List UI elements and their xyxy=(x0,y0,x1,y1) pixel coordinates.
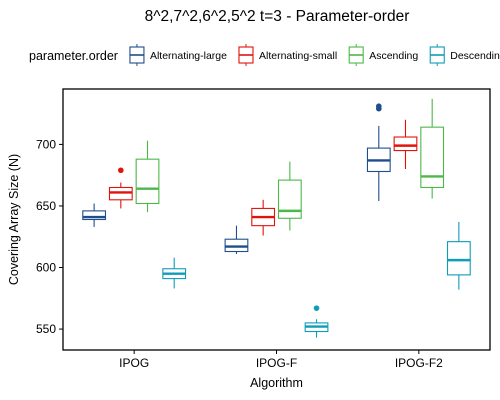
boxes-layer xyxy=(82,98,471,338)
y-axis: 550 600 650 700 xyxy=(36,137,63,336)
y-tick-label: 600 xyxy=(36,261,56,275)
box-alternating-large-ipog xyxy=(82,203,107,227)
legend: parameter.order Alternating-large Alterna… xyxy=(29,44,500,66)
box-ascending-ipog-f xyxy=(277,161,302,231)
x-tick-label-ipog: IPOG xyxy=(119,356,149,370)
legend-item-ascending: Ascending xyxy=(348,44,418,66)
box-alternating-small-ipog-f2 xyxy=(393,119,418,170)
outlier-point xyxy=(313,305,320,311)
plot-panel xyxy=(62,88,491,351)
box-iqr xyxy=(82,210,107,221)
box-alternating-small-ipog xyxy=(108,167,133,209)
y-tick-label: 550 xyxy=(36,322,56,336)
box-iqr xyxy=(277,179,302,219)
box-descending-ipog xyxy=(162,257,187,289)
box-ascending-ipog xyxy=(135,140,160,213)
y-tick-label: 700 xyxy=(36,137,56,151)
box-ascending-ipog-f2 xyxy=(420,98,445,199)
legend-item-alternating-large: Alternating-large xyxy=(129,44,227,66)
legend-label: Alternating-large xyxy=(150,50,227,62)
box-iqr xyxy=(393,136,418,152)
outlier-point xyxy=(376,103,382,110)
x-tick-label-ipog-f2: IPOG-F2 xyxy=(395,356,443,370)
box-descending-ipog-f2 xyxy=(446,221,471,290)
box-iqr xyxy=(446,241,471,276)
box-iqr xyxy=(224,238,249,253)
x-axis: IPOG IPOG-F IPOG-F2 xyxy=(119,350,443,370)
chart-title: 8^2,7^2,6^2,5^2 t=3 - Parameter-order xyxy=(145,8,410,25)
box-alternating-small-ipog-f xyxy=(251,199,276,236)
legend-title: parameter.order xyxy=(29,49,118,63)
y-axis-title: Covering Array Size (N) xyxy=(7,154,21,285)
box-descending-ipog-f xyxy=(304,305,329,338)
box-iqr xyxy=(135,158,160,205)
legend-label: Descending xyxy=(450,50,500,62)
legend-item-descending: Descending xyxy=(429,44,500,66)
box-alternating-large-ipog-f xyxy=(224,225,249,254)
legend-item-alternating-small: Alternating-small xyxy=(238,44,337,66)
outlier-point xyxy=(118,167,124,174)
legend-label: Alternating-small xyxy=(259,50,337,62)
x-axis-title: Algorithm xyxy=(250,376,303,390)
y-tick-label: 650 xyxy=(36,199,56,213)
box-iqr xyxy=(420,126,445,189)
legend-label: Ascending xyxy=(369,50,418,62)
box-iqr xyxy=(108,186,133,201)
box-alternating-large-ipog-f2 xyxy=(366,103,391,202)
x-tick-label-ipog-f: IPOG-F xyxy=(256,356,297,370)
